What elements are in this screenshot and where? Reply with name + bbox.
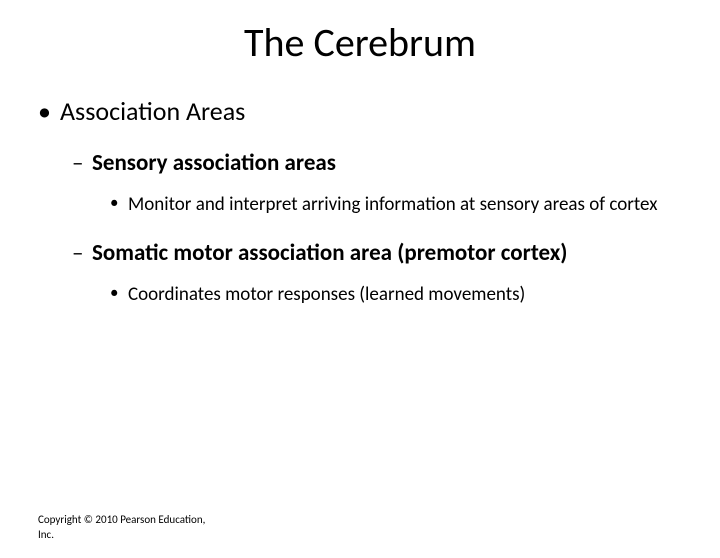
bullet-level2: Sensory association areas xyxy=(72,149,690,177)
slide-container: The Cerebrum Association Areas Sensory a… xyxy=(0,18,720,558)
level2-heading-1: Somatic motor association area (premotor… xyxy=(92,239,567,267)
bullet-level3: Monitor and interpret arriving informati… xyxy=(110,191,690,219)
bullet-level2: Somatic motor association area (premotor… xyxy=(72,239,690,267)
level2-heading-0: Sensory association areas xyxy=(92,149,336,177)
level3-text-1: Coordinates motor responses (learned mov… xyxy=(128,283,525,306)
slide-title: The Cerebrum xyxy=(0,18,720,67)
slide-content: Association Areas Sensory association ar… xyxy=(0,95,720,308)
level1-text: Association Areas xyxy=(60,95,245,127)
level3-text-0: Monitor and interpret arriving informati… xyxy=(128,193,657,216)
copyright-text: Copyright © 2010 Pearson Education, Inc. xyxy=(38,513,218,542)
bullet-level1: Association Areas xyxy=(38,95,690,127)
bullet-level3: Coordinates motor responses (learned mov… xyxy=(110,281,690,309)
